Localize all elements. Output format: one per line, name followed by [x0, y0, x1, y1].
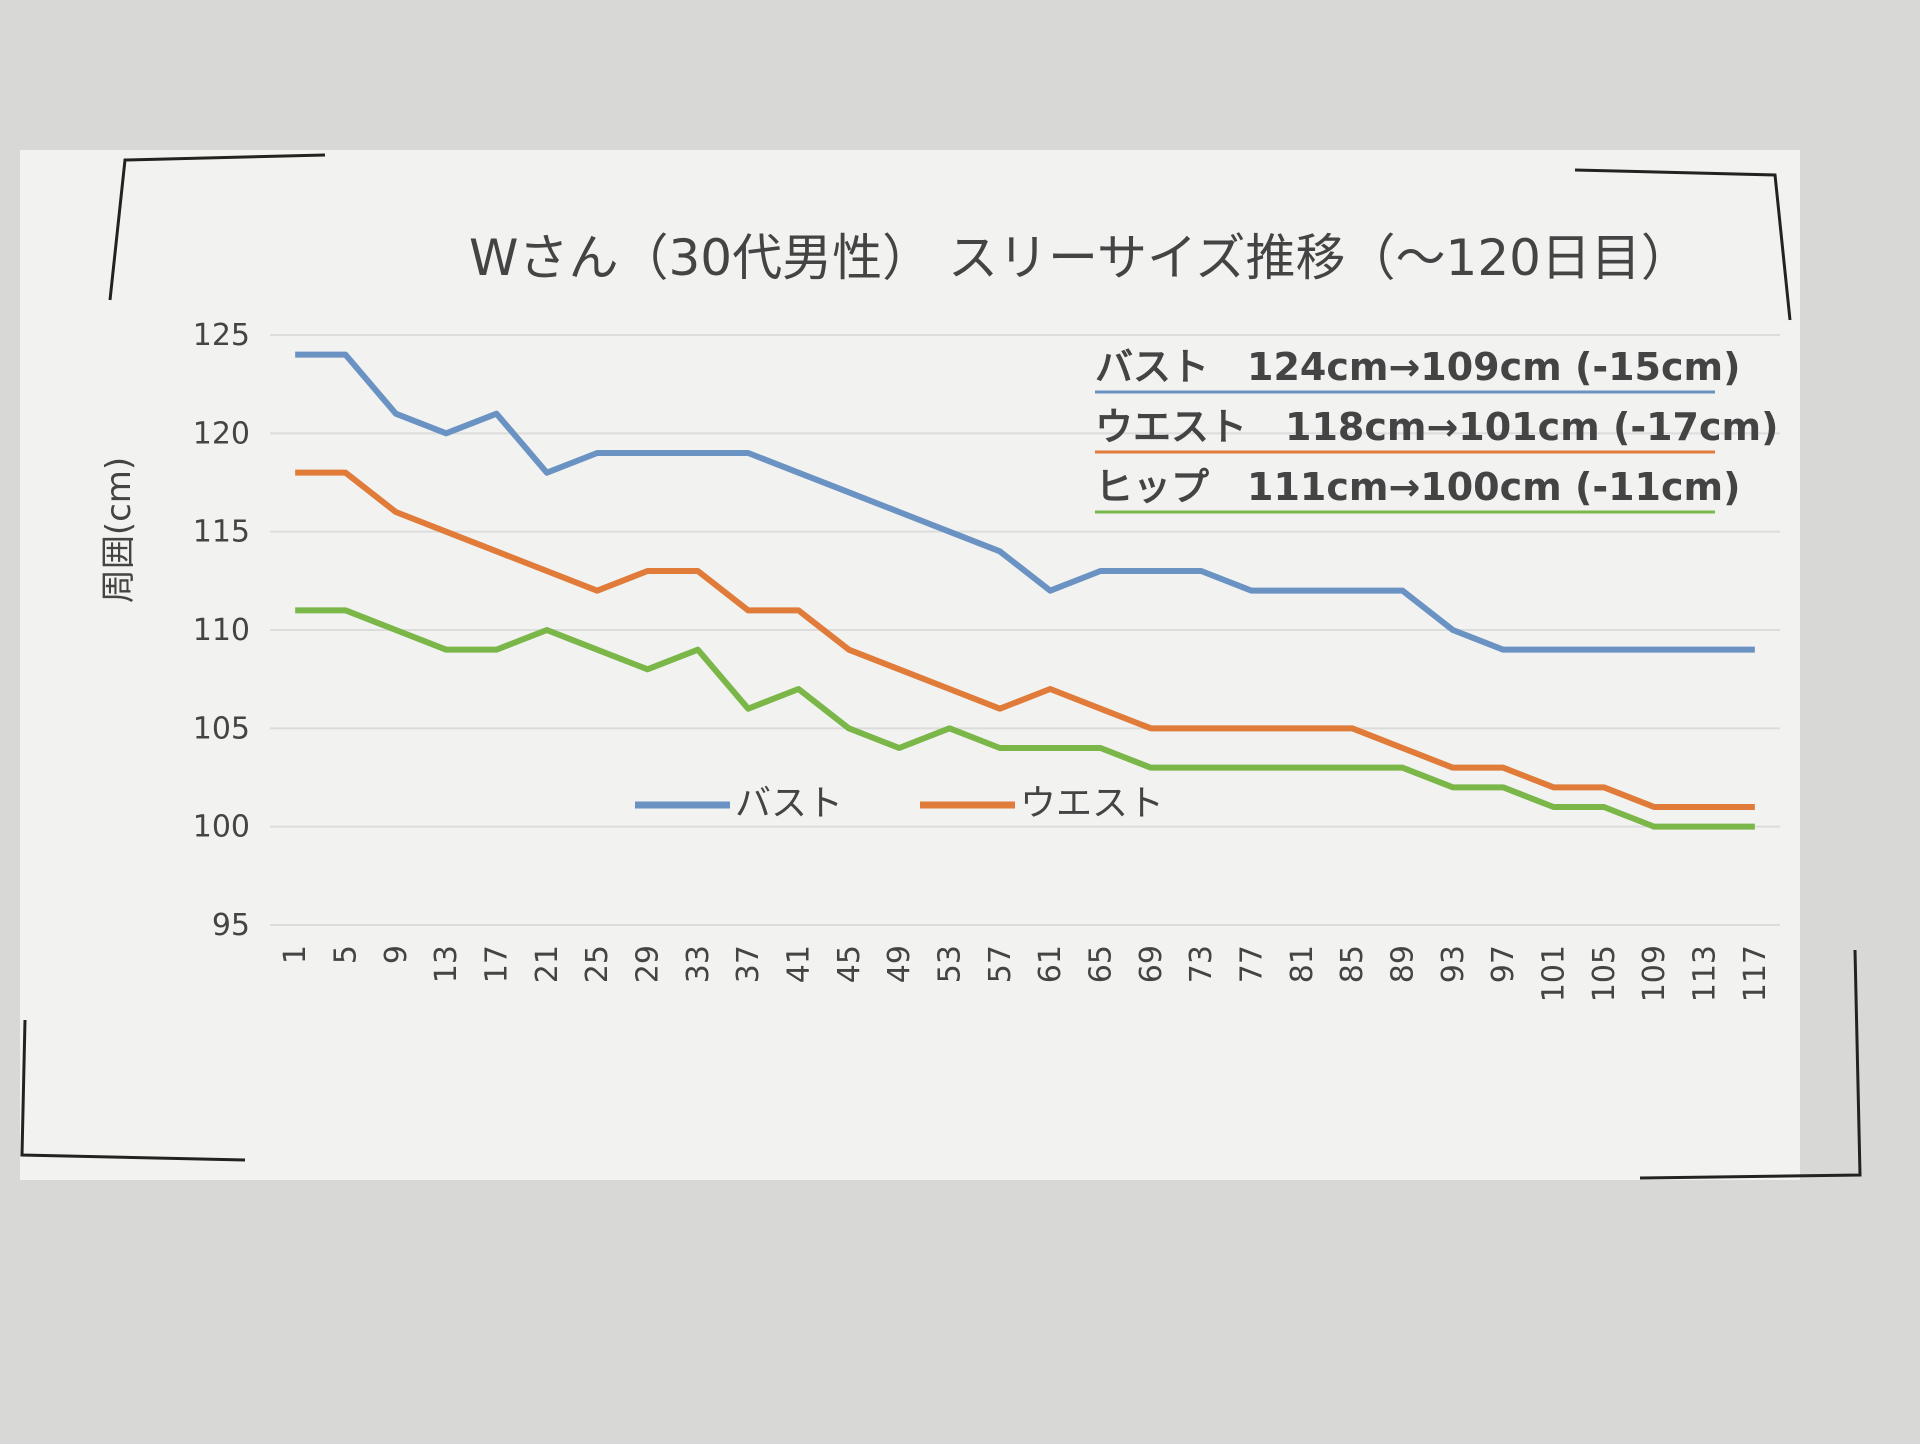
x-tick-label: 61: [1033, 945, 1068, 983]
x-tick-label: 33: [681, 945, 716, 983]
series-line: [295, 351, 1755, 653]
y-tick-label: 100: [193, 810, 250, 845]
x-tick-label: 5: [329, 945, 364, 964]
x-tick-label: 13: [429, 945, 464, 983]
x-tick-label: 117: [1738, 945, 1773, 1002]
series-line: [295, 469, 1755, 810]
x-tick-label: 97: [1486, 945, 1521, 983]
paper: [20, 150, 1800, 1180]
x-tick-label: 49: [882, 945, 917, 983]
x-tick-label: 29: [631, 945, 666, 983]
x-tick-label: 9: [379, 945, 414, 964]
y-tick-label: 125: [193, 318, 250, 353]
x-tick-label: 57: [983, 945, 1018, 983]
x-tick-label: 1: [278, 945, 313, 964]
x-tick-label: 45: [832, 945, 867, 983]
y-tick-label: 95: [212, 908, 250, 943]
y-tick-label: 110: [193, 613, 250, 648]
x-tick-label: 37: [731, 945, 766, 983]
x-tick-label: 77: [1235, 945, 1270, 983]
x-tick-label: 89: [1386, 945, 1421, 983]
annotation: ヒップ 111cm→100cm (-11cm): [1095, 465, 1740, 509]
legend-label: ウエスト: [1020, 783, 1164, 824]
x-tick-label: 69: [1134, 945, 1169, 983]
x-tick-label: 109: [1637, 945, 1672, 1002]
x-tick-label: 93: [1436, 945, 1471, 983]
x-tick-label: 81: [1285, 945, 1320, 983]
x-tick-label: 101: [1537, 945, 1572, 1002]
x-tick-label: 53: [933, 945, 968, 983]
y-tick-label: 120: [193, 416, 250, 451]
x-tick-label: 21: [530, 945, 565, 983]
y-tick-label: 105: [193, 711, 250, 746]
legend-label: バスト: [735, 783, 843, 824]
x-tick-label: 65: [1084, 945, 1119, 983]
frame-corners: [20, 153, 1862, 1180]
x-tick-label: 17: [480, 945, 515, 983]
x-tick-label: 73: [1184, 945, 1219, 983]
x-tick-label: 25: [580, 945, 615, 983]
y-axis-label: 周囲(cm): [99, 457, 139, 603]
annotation: バスト 124cm→109cm (-15cm): [1095, 345, 1740, 389]
x-tick-label: 41: [782, 945, 817, 983]
annotation: ウエスト 118cm→101cm (-17cm): [1095, 405, 1778, 449]
x-tick-label: 113: [1688, 945, 1723, 1002]
x-tick-label: 85: [1335, 945, 1370, 983]
x-tick-label: 105: [1587, 945, 1622, 1002]
chart-title: Wさん（30代男性） スリーサイズ推移（～120日目）: [469, 229, 1691, 287]
series-line: [295, 607, 1755, 830]
y-tick-label: 115: [193, 515, 250, 550]
